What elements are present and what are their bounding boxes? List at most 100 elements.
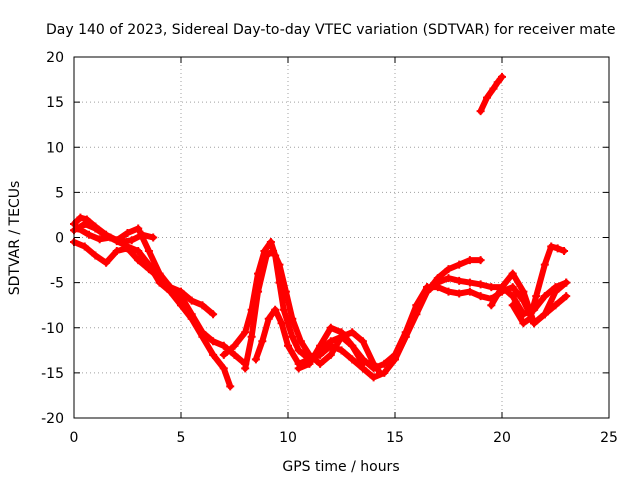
data-point-track-6-3 [262,251,271,260]
data-point-track-3-2 [91,251,100,260]
data-point-track-1-15 [219,341,228,350]
data-point-track-8-6 [358,359,367,368]
data-point-track-2-11 [187,314,196,323]
data-point-track-8-0 [294,364,303,373]
data-point-track-10-6 [476,256,485,265]
data-point-track-13-5 [547,242,556,251]
data-point-track-11-0 [423,283,432,292]
data-point-track-1-14 [209,337,218,346]
data-point-track-14-1 [483,93,492,102]
data-point-track-7-0 [251,355,260,364]
data-point-track-14-0 [476,107,485,116]
x-tick-label: 20 [493,430,511,446]
data-point-track-3-1 [80,242,89,251]
data-point-track-7-9 [326,337,335,346]
data-point-track-14-3 [493,78,502,87]
data-point-track-9-0 [391,355,399,364]
data-point-track-13-6 [553,244,562,253]
y-tick-label: 0 [55,231,64,247]
data-point-track-9-1 [401,332,410,341]
data-point-track-7-14 [380,359,389,368]
data-point-track-2-2 [91,224,100,233]
data-point-track-5-2 [241,328,250,337]
data-point-track-10-2 [433,274,442,283]
data-point-track-3-8 [155,274,164,283]
data-point-track-12-3 [519,287,528,296]
data-point-track-5-10 [288,332,297,341]
data-point-track-12-6 [551,287,560,296]
y-tick-label: -5 [50,276,64,292]
data-point-track-10-4 [455,260,464,269]
data-point-track-9-5 [444,274,453,283]
data-point-track-14-4 [498,72,506,81]
data-point-track-12-4 [530,319,539,328]
data-point-track-5-18 [369,373,378,382]
data-point-track-13-2 [525,314,534,323]
data-point-track-4-3 [106,233,115,242]
data-point-track-5-11 [294,346,303,355]
y-tick-label: 20 [46,50,64,66]
x-tick-label: 5 [177,430,186,446]
data-point-track-3-7 [144,265,153,274]
data-point-track-7-1 [258,337,267,346]
data-point-track-2-15 [226,382,235,391]
data-point-track-3-9 [166,283,175,292]
data-point-track-3-12 [198,301,207,310]
data-point-track-8-4 [337,328,346,337]
data-point-track-11-2 [444,287,453,296]
data-point-track-2-13 [209,350,218,359]
y-tick-label: -15 [41,366,64,382]
data-point-track-13-0 [508,301,517,310]
data-point-track-6-4 [269,247,278,256]
data-point-track-4-6 [138,230,147,239]
y-tick-label: 5 [55,185,64,201]
data-point-track-11-4 [465,287,474,296]
data-point-track-1-7 [134,224,143,233]
data-point-track-13-1 [519,319,528,328]
data-point-track-12-7 [562,278,571,287]
data-point-track-11-5 [476,292,485,301]
data-point-track-12-2 [508,269,517,278]
data-point-track-3-6 [134,256,143,265]
data-point-track-9-6 [455,276,464,285]
data-point-track-6-5 [275,260,284,269]
data-point-track-11-8 [508,283,517,292]
data-point-track-8-5 [348,341,357,350]
data-point-track-9-2 [412,310,421,319]
data-point-track-9-9 [487,283,496,292]
y-axis-label: SDTVAR / TECUs [7,181,23,296]
data-point-track-2-1 [80,219,89,228]
y-tick-label: -20 [41,411,64,427]
data-point-track-12-0 [487,301,496,310]
data-point-track-11-12 [551,301,560,310]
data-point-track-5-1 [230,341,239,350]
data-point-track-6-10 [316,359,325,368]
data-point-track-1-16 [230,350,239,359]
data-point-track-7-4 [277,319,286,328]
data-point-track-6-13 [348,328,357,337]
x-tick-label: 0 [70,430,79,446]
data-point-track-7-3 [271,305,280,314]
data-point-track-4-7 [149,233,158,242]
x-tick-label: 15 [386,430,404,446]
data-point-track-12-5 [540,310,549,319]
data-point-track-6-2 [254,287,263,296]
data-point-track-2-14 [219,364,228,373]
data-point-track-6-7 [288,314,297,323]
data-point-track-3-4 [112,247,121,256]
axis-ticks: 0 5 10 15 20 25 -20 -15 -10 -5 0 5 10 15 20 [41,50,618,446]
data-point-track-11-3 [455,289,464,298]
data-point-track-4-0 [74,224,83,233]
grid [74,57,609,418]
data-point-track-6-6 [281,287,290,296]
data-point-track-6-14 [358,337,367,346]
chart-title: Day 140 of 2023, Sidereal Day-to-day VTE… [46,22,616,38]
data-point-track-1-6 [123,228,132,237]
data-point-track-9-11 [508,292,517,301]
data-point-track-5-9 [279,305,288,314]
data-point-track-2-12 [198,332,207,341]
data-point-track-12-1 [498,283,506,292]
data-point-track-6-16 [376,368,385,377]
data-point-track-3-11 [187,296,196,305]
